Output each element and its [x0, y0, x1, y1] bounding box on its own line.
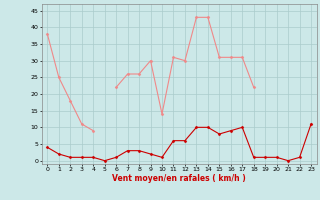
- X-axis label: Vent moyen/en rafales ( km/h ): Vent moyen/en rafales ( km/h ): [112, 174, 246, 183]
